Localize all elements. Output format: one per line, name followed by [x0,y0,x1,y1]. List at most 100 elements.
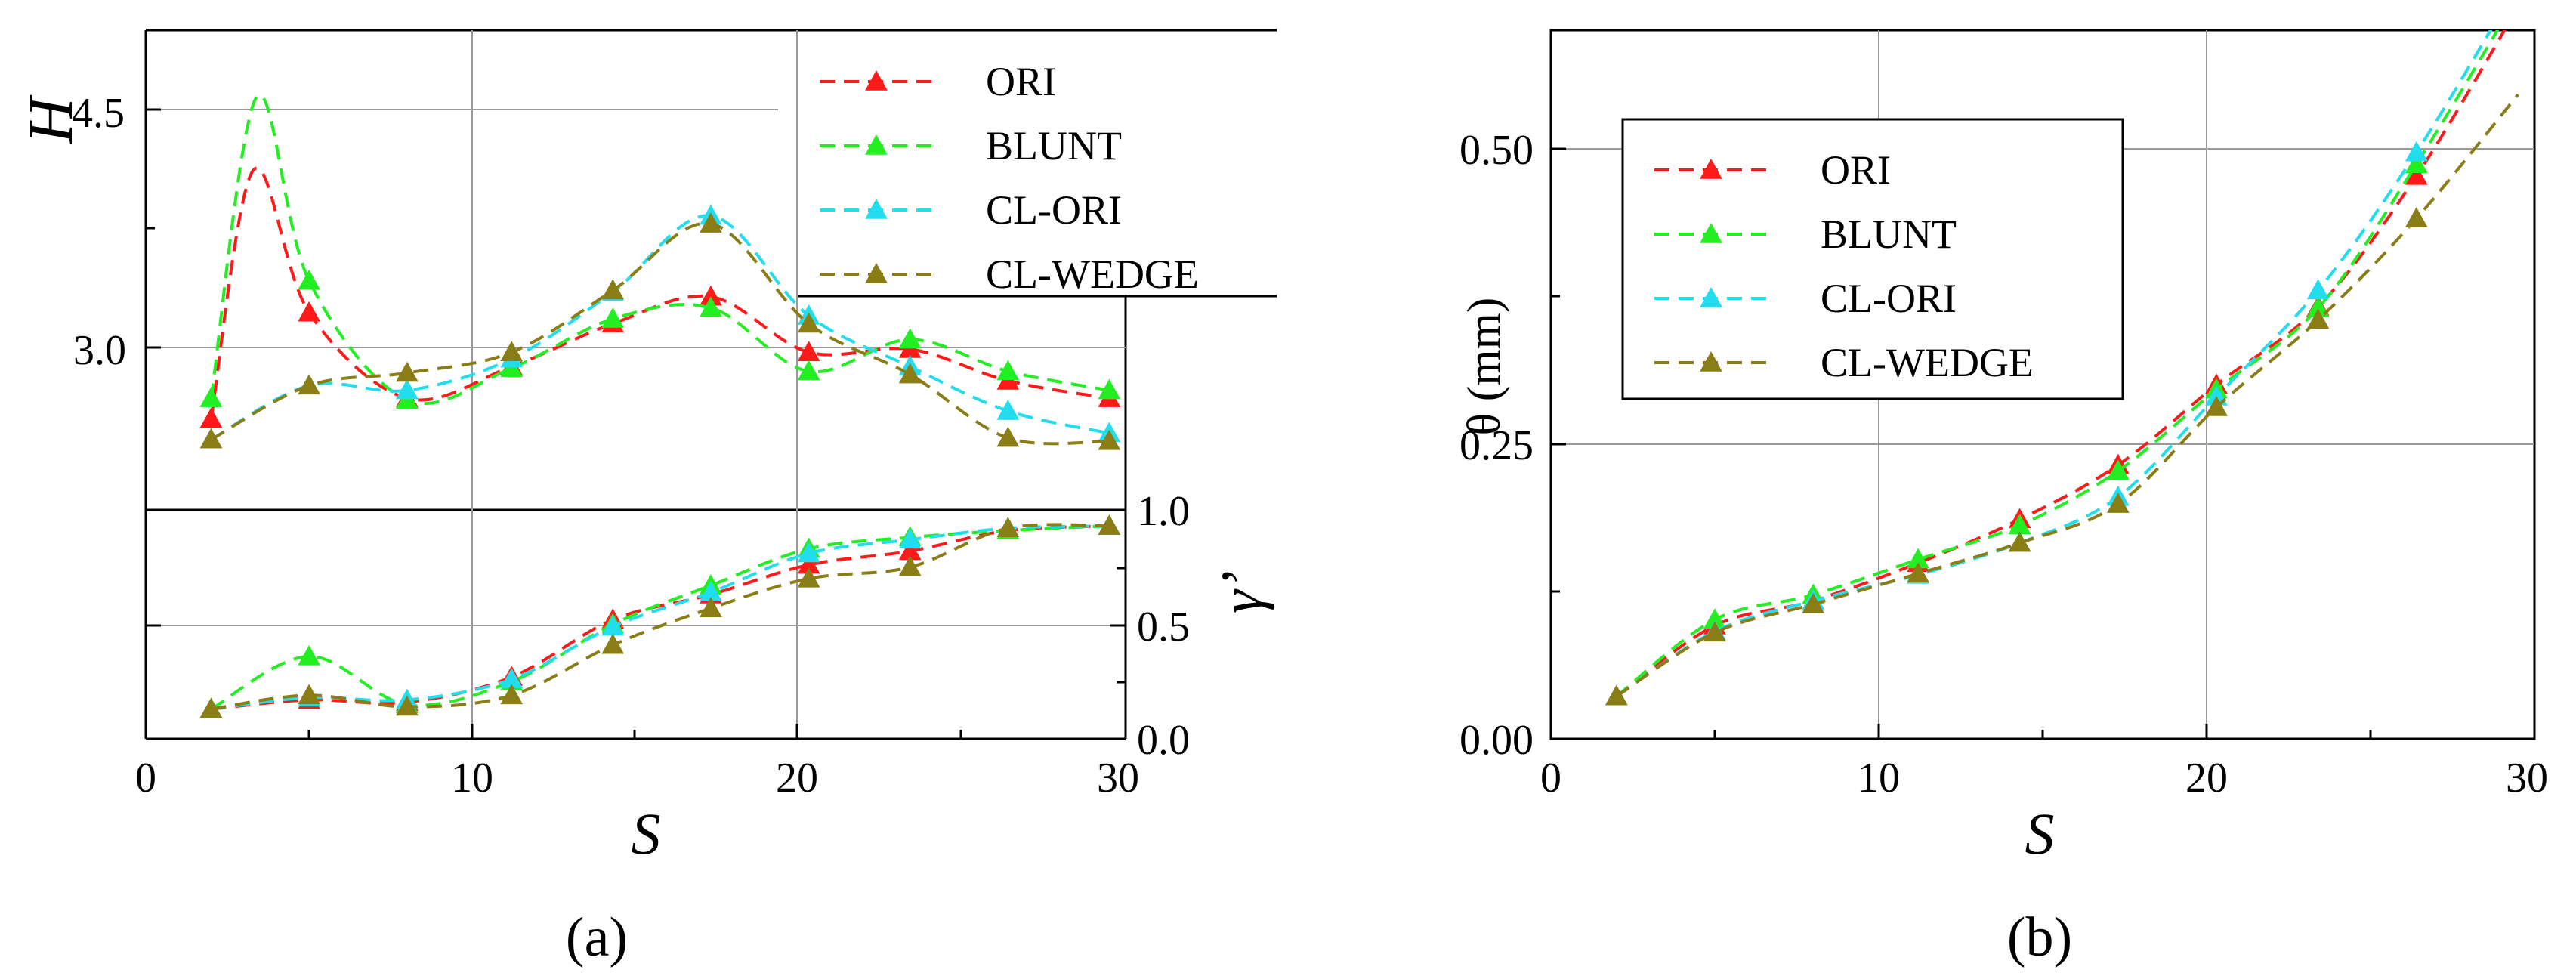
a-top-series-marker-cl-wedge-5 [700,212,722,233]
b-xtick-30: 30 [2506,755,2548,801]
a-top-series-marker-blunt-6 [700,296,722,317]
a-bot-series-marker-cl-ori-6 [797,542,820,563]
a-top-series-line-ori [209,166,1110,419]
a-top-series-marker-cl-wedge-3 [500,341,524,361]
a-ylabel-H: H [16,94,86,144]
a-top-series-marker-cl-ori-8 [996,399,1020,420]
a-bot-series-marker-cl-wedge-9 [1098,514,1121,535]
b-xtick-20: 20 [2185,755,2228,801]
legendA-label-ori: ORI [986,59,1056,104]
b-xtick-10: 10 [1858,755,1900,801]
a-ytick-g-10: 1.0 [1137,488,1190,535]
b-series-line-ori [1615,30,2507,698]
legendA-marker-blunt [865,134,888,155]
a-ylabel-gamma: γ’ [1209,570,1274,613]
legendB-marker-ori [1700,158,1722,179]
b-series-group [1605,30,2519,706]
a-xtick-20: 20 [776,755,818,801]
a-bot-series-marker-cl-wedge-4 [601,633,625,654]
b-series-marker-cl-wedge-5 [2106,493,2130,513]
b-ytick-000: 0.00 [1459,717,1534,764]
a-top-series-group [199,93,1121,450]
b-ytick-050: 0.50 [1459,127,1534,174]
legendA-marker-cl-wedge [865,262,888,283]
a-bot-series-line-ori [211,524,1110,711]
a-bot-series-line-cl-wedge [211,523,1110,711]
b-series-marker-cl-wedge-6 [2205,396,2228,416]
b-series-marker-cl-wedge-7 [2306,308,2330,329]
legendA-marker-ori [865,69,888,91]
a-top-series-marker-cl-wedge-7 [898,363,922,384]
panel-a-label: (a) [566,907,628,968]
b-series-marker-cl-wedge-8 [2405,207,2428,227]
legendB-label-ori: ORI [1821,147,1891,193]
a-top-series-line-cl-ori [210,214,1110,441]
a-top-series-marker-blunt-9 [996,360,1020,381]
b-series-marker-blunt-8 [2405,153,2428,174]
a-bot-series-marker-cl-wedge-2 [396,695,419,716]
b-series-marker-cl-ori-7 [2306,279,2330,300]
legendA-label-blunt: BLUNT [986,123,1122,168]
a-xtick-0: 0 [135,755,156,801]
legend-b: ORI BLUNT CL-ORI CL-WEDGE [1654,147,2034,385]
legendB-marker-cl-wedge [1700,351,1722,372]
legendA-label-cl-ori: CL-ORI [986,187,1122,233]
a-top-series-marker-cl-wedge-2 [396,361,419,382]
b-series-line-blunt [1615,30,2500,698]
a-top-series-marker-blunt-0 [199,387,223,407]
b-series-marker-blunt-5 [2106,459,2130,480]
b-series-line-cl-wedge [1615,93,2519,698]
a-bot-series-line-blunt [210,524,1110,711]
legendB-marker-blunt [1700,222,1722,243]
a-top-series-marker-blunt-2 [298,269,321,290]
a-top-series-marker-ori-2 [298,301,321,322]
a-top-series-marker-blunt-7 [797,360,820,381]
b-series-marker-cl-wedge-3 [1907,562,1929,583]
legend-a: ORI BLUNT CL-ORI CL-WEDGE [820,59,1199,297]
a-xtick-30: 30 [1097,755,1139,801]
a-bot-series-marker-cl-wedge-8 [996,517,1020,537]
legendB-label-cl-wedge: CL-WEDGE [1821,340,2034,385]
a-top-series-marker-ori-0 [199,407,223,428]
a-top-series-marker-cl-wedge-9 [1098,429,1121,450]
a-top-series-marker-cl-wedge-8 [996,426,1020,447]
legendA-marker-cl-ori [865,198,888,219]
a-top-series-line-cl-wedge [210,221,1110,446]
a-bot-series-marker-cl-ori-7 [898,528,922,549]
legendA-label-cl-wedge: CL-WEDGE [986,252,1199,297]
a-bot-series-marker-cl-wedge-0 [199,697,223,718]
panel-b-label: (b) [2007,907,2072,968]
a-bot-series-marker-cl-wedge-7 [898,555,922,576]
a-bot-series-marker-cl-wedge-6 [797,567,820,588]
a-top-series-marker-cl-wedge-6 [797,312,820,333]
b-series-marker-cl-wedge-2 [1802,592,1825,613]
a-ytick-30: 3.0 [73,327,126,374]
legendB-label-cl-ori: CL-ORI [1821,276,1957,321]
a-top-series-marker-cl-wedge-0 [199,428,223,449]
a-bot-series-line-cl-ori [211,524,1110,711]
a-xtick-10: 10 [451,755,493,801]
a-bot-series-marker-blunt-1 [298,644,321,666]
b-ylabel-theta: θ (mm) [1459,298,1510,436]
panel-a: 4.5 3.0 1.0 0.5 0.0 0 10 20 30 H γ’ S OR… [16,29,1277,968]
a-top-series-marker-blunt-10 [1098,378,1121,400]
b-xtick-0: 0 [1540,755,1561,801]
legendB-label-blunt: BLUNT [1821,212,1957,257]
a-bot-series-marker-cl-wedge-1 [298,684,321,705]
a-ytick-g-05: 0.5 [1137,604,1190,650]
a-bottom-series-group [199,514,1121,718]
b-series-marker-cl-wedge-4 [2008,531,2031,552]
a-top-series-marker-cl-ori-2 [396,378,419,400]
b-series-marker-cl-ori-8 [2405,141,2428,162]
legendB-marker-cl-ori [1700,286,1722,307]
legend-b-box [1621,118,2124,400]
b-xlabel-S: S [2025,801,2055,866]
a-top-series-marker-blunt-8 [898,328,922,349]
a-xlabel-S: S [632,801,661,866]
a-bot-series-marker-cl-wedge-5 [700,597,722,617]
panel-b: 0.50 0.25 0.00 0 10 20 30 θ (mm) S ORI BL… [1459,29,2548,968]
a-bot-series-marker-cl-wedge-3 [500,684,524,705]
b-series-marker-cl-wedge-1 [1703,621,1726,642]
b-ytick-025: 0.25 [1459,422,1534,469]
